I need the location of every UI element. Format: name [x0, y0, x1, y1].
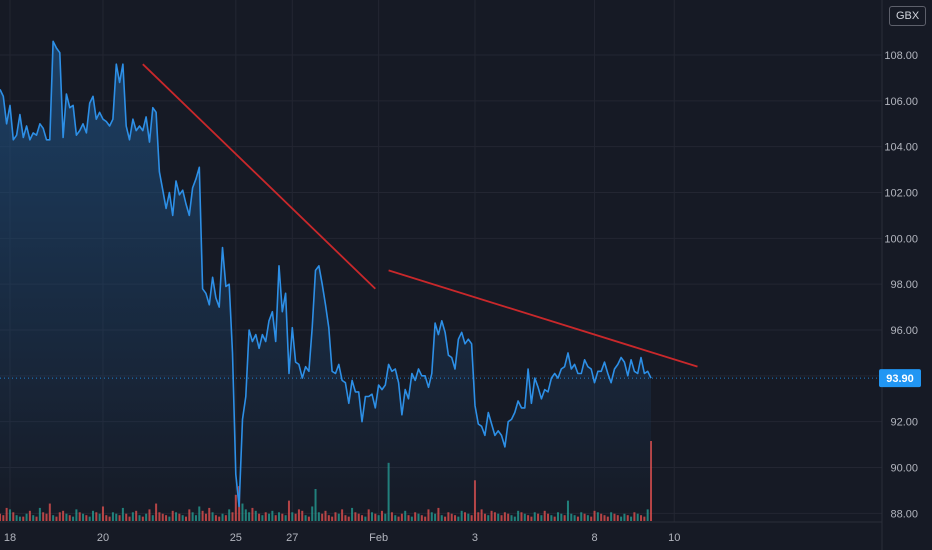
y-tick-label: 92.00 [890, 417, 918, 429]
y-tick-label: 96.00 [890, 325, 918, 337]
y-tick-label: 102.00 [884, 188, 918, 200]
price-axis[interactable]: 88.0090.0092.0094.0096.0098.00100.00102.… [881, 0, 918, 550]
price-line [0, 40, 652, 508]
time-axis[interactable]: 18 20 25 27 Feb 3 8 10 [0, 521, 882, 544]
last-price-label: 93.90 [886, 373, 914, 385]
trendlines [142, 63, 698, 368]
x-tick-label: 18 [4, 532, 16, 544]
trendline [142, 63, 376, 290]
x-tick-label: Feb [369, 532, 388, 544]
y-tick-label: 100.00 [884, 233, 918, 245]
price-area-fill [0, 41, 651, 522]
x-tick-label: 20 [97, 532, 109, 544]
x-tick-label: 3 [472, 532, 478, 544]
y-tick-label: 90.00 [890, 463, 918, 475]
x-tick-label: 8 [591, 532, 597, 544]
y-tick-label: 98.00 [890, 279, 918, 291]
last-price-marker: 93.90 [0, 369, 921, 388]
y-tick-label: 106.00 [884, 96, 918, 108]
currency-badge[interactable]: GBX [889, 6, 927, 26]
y-tick-label: 104.00 [884, 142, 918, 154]
y-tick-label: 108.00 [884, 50, 918, 62]
trendline [388, 269, 698, 368]
x-tick-label: 25 [230, 532, 242, 544]
x-tick-label: 27 [286, 532, 298, 544]
x-tick-label: 10 [668, 532, 680, 544]
price-area [0, 40, 652, 522]
last-price-badge [879, 369, 921, 388]
y-tick-label: 88.00 [890, 508, 918, 520]
